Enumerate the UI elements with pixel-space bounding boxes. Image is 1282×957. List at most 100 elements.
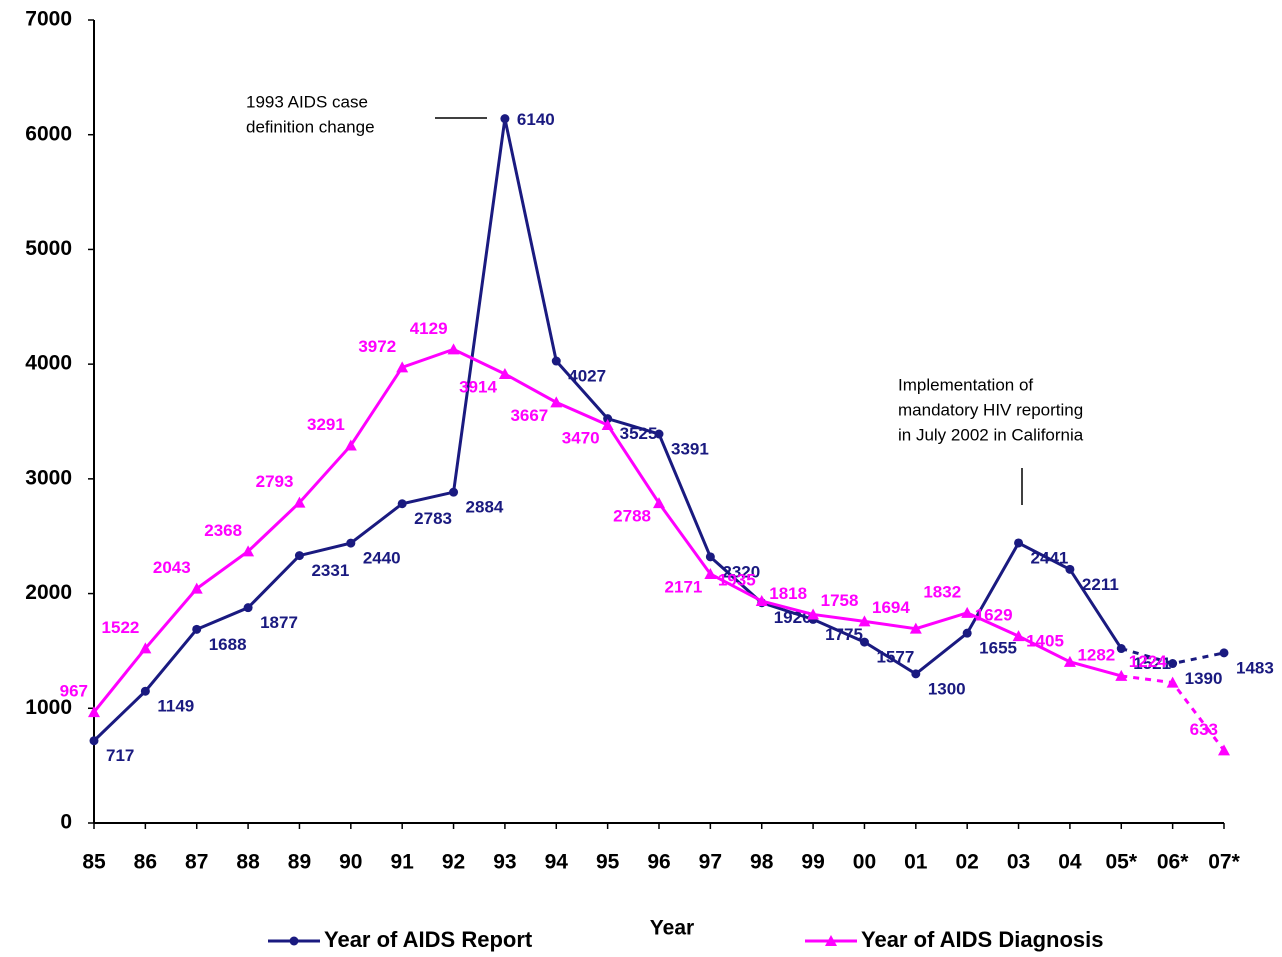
data-point xyxy=(807,608,820,620)
annotation: definition change xyxy=(246,117,375,136)
data-label: 2043 xyxy=(153,558,191,577)
data-label: 1694 xyxy=(872,598,910,617)
data-point xyxy=(1168,659,1178,669)
data-point xyxy=(1115,669,1128,681)
data-label: 1818 xyxy=(769,584,807,603)
data-label: 1224 xyxy=(1129,652,1167,671)
data-point xyxy=(550,396,563,408)
data-point xyxy=(346,538,356,548)
x-tick-label: 00 xyxy=(853,851,876,874)
data-label: 1775 xyxy=(825,625,863,644)
x-tick-label: 85 xyxy=(82,851,106,874)
data-point xyxy=(447,343,460,355)
x-tick-label: 97 xyxy=(699,851,722,874)
data-label: 4027 xyxy=(568,367,606,386)
data-point xyxy=(88,706,100,718)
data-label: 3470 xyxy=(562,428,600,447)
data-label: 3291 xyxy=(307,415,345,434)
y-tick-label: 0 xyxy=(60,811,72,834)
data-point xyxy=(704,567,717,579)
data-point xyxy=(909,622,922,634)
data-label: 2320 xyxy=(722,562,760,581)
data-label: 1483 xyxy=(1236,658,1274,677)
data-label: 1935 xyxy=(718,571,756,590)
data-point xyxy=(344,439,357,451)
data-point xyxy=(705,552,715,562)
x-tick-label: 07* xyxy=(1208,851,1240,874)
legend-label: Year of AIDS Diagnosis xyxy=(861,927,1103,952)
data-label: 1521 xyxy=(1133,654,1171,673)
data-point xyxy=(911,669,921,679)
data-label: 1522 xyxy=(102,618,140,637)
data-point xyxy=(192,624,202,634)
data-point xyxy=(858,615,871,627)
data-point xyxy=(242,545,255,557)
data-label: 1758 xyxy=(821,591,859,610)
y-tick-label: 4000 xyxy=(25,352,72,375)
data-label: 2441 xyxy=(1031,548,1069,567)
x-tick-label: 92 xyxy=(442,851,465,874)
data-point xyxy=(1218,744,1230,756)
y-tick-label: 3000 xyxy=(25,466,72,489)
data-label: 3391 xyxy=(671,439,709,458)
data-label: 3667 xyxy=(510,406,548,425)
data-label: 3972 xyxy=(358,337,396,356)
data-point xyxy=(500,114,510,124)
data-point xyxy=(294,551,304,561)
data-point xyxy=(1219,648,1229,658)
data-point xyxy=(243,603,253,613)
data-point xyxy=(755,595,768,607)
x-tick-label: 03 xyxy=(1007,851,1030,874)
annotation: in July 2002 in California xyxy=(898,425,1084,444)
data-point xyxy=(89,736,99,746)
x-tick-label: 06* xyxy=(1157,851,1189,874)
data-label: 3914 xyxy=(459,377,497,396)
data-point xyxy=(961,606,974,618)
data-point xyxy=(601,418,614,430)
data-point xyxy=(825,935,837,946)
data-label: 717 xyxy=(106,746,134,765)
x-tick-label: 90 xyxy=(339,851,362,874)
data-label: 3525 xyxy=(620,424,658,443)
x-tick-label: 99 xyxy=(801,851,824,874)
data-point xyxy=(551,356,561,366)
legend-label: Year of AIDS Report xyxy=(324,927,533,952)
data-label: 1405 xyxy=(1026,631,1064,650)
data-point xyxy=(449,487,459,497)
data-label: 2793 xyxy=(256,472,294,491)
x-tick-label: 95 xyxy=(596,851,620,874)
data-label: 2788 xyxy=(613,507,651,526)
data-point xyxy=(289,936,299,946)
y-tick-label: 7000 xyxy=(25,8,72,31)
data-point xyxy=(1012,630,1025,642)
x-tick-label: 04 xyxy=(1058,851,1082,874)
x-tick-label: 01 xyxy=(904,851,928,874)
data-point xyxy=(498,368,511,380)
data-label: 967 xyxy=(60,682,88,701)
data-point xyxy=(1116,644,1126,654)
data-point xyxy=(859,637,869,647)
data-point xyxy=(962,628,972,638)
data-label: 2884 xyxy=(466,498,504,517)
data-label: 2171 xyxy=(665,577,703,596)
x-tick-label: 98 xyxy=(750,851,774,874)
x-tick-label: 88 xyxy=(236,851,260,874)
data-point xyxy=(140,686,150,696)
data-label: 1629 xyxy=(975,606,1013,625)
data-point xyxy=(293,496,306,508)
x-tick-label: 94 xyxy=(545,851,569,874)
x-tick-label: 96 xyxy=(647,851,670,874)
x-tick-label: 05* xyxy=(1106,851,1138,874)
data-label: 6140 xyxy=(517,110,555,129)
x-tick-label: 91 xyxy=(391,851,415,874)
annotation: mandatory HIV reporting xyxy=(898,400,1083,419)
x-tick-label: 02 xyxy=(956,851,979,874)
x-tick-label: 87 xyxy=(185,851,208,874)
annotation: 1993 AIDS case xyxy=(246,92,368,111)
x-tick-label: 89 xyxy=(288,851,311,874)
data-label: 2440 xyxy=(363,549,401,568)
data-label: 633 xyxy=(1190,720,1218,739)
data-label: 1149 xyxy=(157,697,194,716)
